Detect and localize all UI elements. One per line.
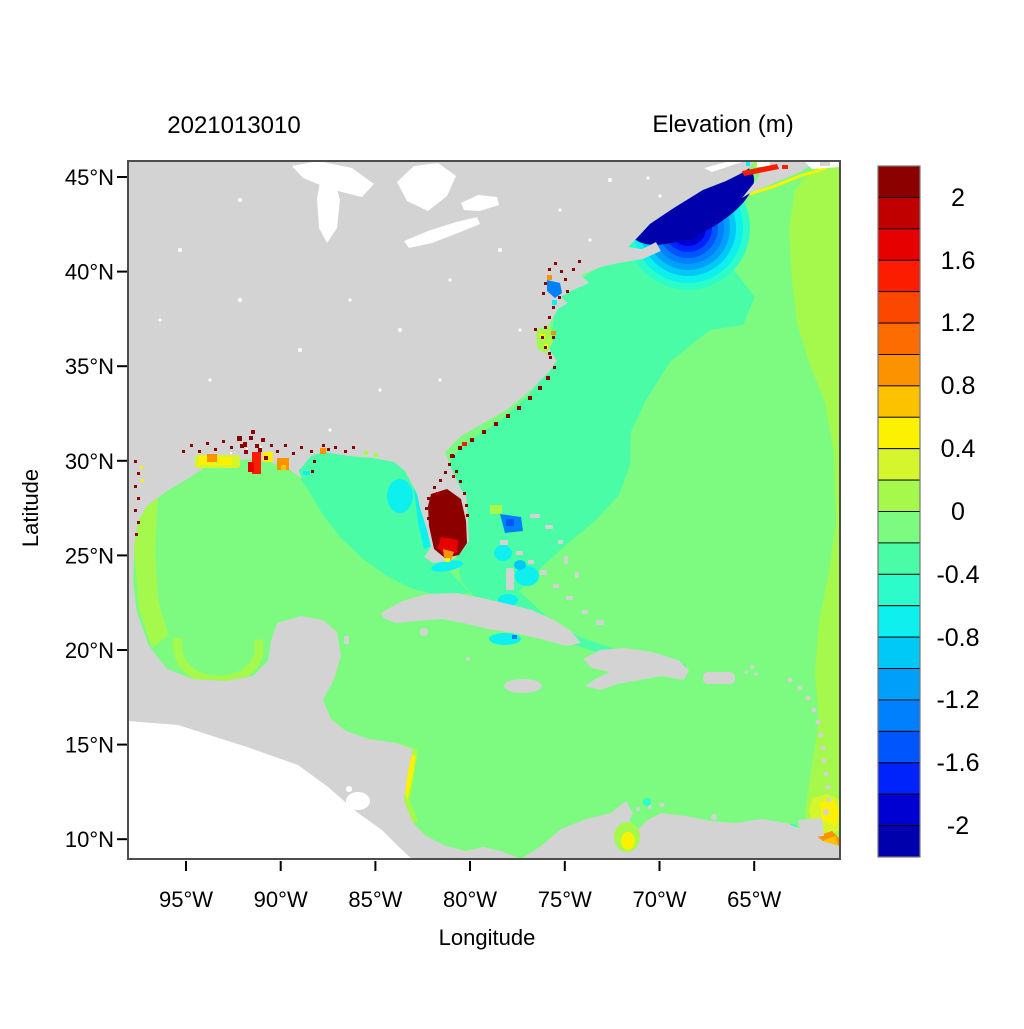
cozumel bbox=[344, 636, 349, 644]
x-axis: 95°W 90°W 85°W 80°W 75°W 70°W 65°W Longi… bbox=[159, 861, 781, 950]
y-tick-label: 20°N bbox=[65, 638, 114, 663]
colorbar-label: -1.2 bbox=[936, 686, 979, 714]
cayman bbox=[466, 657, 470, 661]
colorbar-segment bbox=[877, 762, 921, 795]
cuba bbox=[381, 593, 581, 646]
colorbar-segment bbox=[877, 385, 921, 418]
colorbar-segment bbox=[877, 730, 921, 764]
colorbar-label: 2 bbox=[951, 184, 965, 212]
abc-islands bbox=[636, 802, 717, 820]
tobago bbox=[823, 809, 829, 815]
lake-maracaibo bbox=[614, 798, 651, 852]
y-tick-label: 45°N bbox=[65, 165, 114, 190]
colorbar-segment bbox=[877, 165, 921, 198]
colorbar-label: 1.2 bbox=[941, 309, 976, 337]
colorbar-segment bbox=[877, 636, 921, 670]
x-tick-label: 70°W bbox=[632, 887, 686, 912]
x-tick-label: 80°W bbox=[443, 887, 497, 912]
colorbar-segment bbox=[877, 416, 921, 450]
colorbar-label: 1.6 bbox=[941, 247, 976, 275]
southeast-coast-speckles bbox=[450, 296, 561, 458]
bahamas-water-patches bbox=[490, 505, 539, 606]
colorbar-label: -0.4 bbox=[936, 561, 979, 589]
colorbar-label: 0.4 bbox=[941, 435, 976, 463]
jamaica bbox=[504, 679, 542, 693]
colorbar-segment bbox=[877, 448, 921, 481]
y-axis: 45°N 40°N 35°N 30°N 25°N 20°N 15°N 10°N … bbox=[18, 165, 127, 852]
y-tick-label: 30°N bbox=[65, 449, 114, 474]
east-boundary-band bbox=[789, 164, 840, 856]
islands bbox=[344, 514, 832, 838]
west-gulf-fringe bbox=[134, 487, 168, 648]
colorbar-outline bbox=[877, 165, 921, 858]
plot-frame bbox=[127, 160, 841, 860]
lake-nicaragua bbox=[346, 792, 370, 810]
colorbar-segment bbox=[877, 542, 921, 575]
colorbar-segment bbox=[877, 354, 921, 387]
coastal-features bbox=[134, 162, 788, 852]
colorbar-segment bbox=[877, 322, 921, 355]
mexico-coast-speckles bbox=[134, 460, 144, 536]
colorbar-segments bbox=[877, 165, 921, 858]
timestamp-title: 2021013010 bbox=[167, 112, 300, 139]
east-gulf-band bbox=[285, 450, 470, 596]
plot-titles: 2021013010 Elevation (m) bbox=[167, 111, 793, 139]
bahamas-islands bbox=[500, 514, 604, 625]
y-tick-label: 25°N bbox=[65, 543, 114, 568]
louisiana-marsh-speckles bbox=[182, 430, 378, 474]
nova-scotia-shore-line bbox=[749, 166, 827, 196]
x-tick-label: 95°W bbox=[159, 887, 213, 912]
map-plot-area bbox=[127, 160, 841, 860]
colorbar-segment bbox=[877, 793, 921, 827]
colorbar-label: -1.6 bbox=[936, 749, 979, 777]
pacific-ocean-mask bbox=[128, 721, 412, 859]
colorbar-segment bbox=[877, 479, 921, 512]
y-tick-label: 40°N bbox=[65, 260, 114, 285]
y-tick-label: 15°N bbox=[65, 733, 114, 758]
x-tick-label: 75°W bbox=[538, 887, 592, 912]
x-tick-label: 65°W bbox=[727, 887, 781, 912]
puerto-rico bbox=[703, 672, 735, 684]
colorbar-label: -2 bbox=[947, 812, 969, 840]
atlantic-coastal-band bbox=[447, 246, 755, 666]
colorbar-segment bbox=[877, 825, 921, 858]
small-inland-lakes bbox=[158, 176, 662, 432]
campeche-ring bbox=[173, 637, 264, 685]
colorbar-label: 0 bbox=[951, 498, 965, 526]
colorbar-segment bbox=[877, 259, 921, 293]
colorbar-segment bbox=[877, 291, 921, 324]
colorbar-label: -0.8 bbox=[936, 624, 979, 652]
x-tick-label: 85°W bbox=[348, 887, 402, 912]
great-lakes bbox=[158, 161, 840, 810]
colorbar-label: 0.8 bbox=[941, 372, 976, 400]
colorbar-segment bbox=[877, 605, 921, 638]
y-tick-label: 35°N bbox=[65, 354, 114, 379]
nc-orange-dot bbox=[551, 331, 556, 335]
colorbar: 2 1.6 1.2 0.8 0.4 0 -0.4 -0.8 -1.2 -1.6 … bbox=[877, 165, 980, 858]
lesser-antilles bbox=[744, 664, 832, 803]
south-florida-blob bbox=[425, 455, 469, 562]
x-tick-label: 90°W bbox=[254, 887, 308, 912]
colorbar-segment bbox=[877, 668, 921, 701]
ga-red-dot bbox=[462, 442, 467, 446]
isla-juventud bbox=[420, 628, 428, 636]
florida-cuba-cyan bbox=[292, 466, 686, 672]
elevation-title: Elevation (m) bbox=[652, 111, 793, 138]
x-axis-title: Longitude bbox=[439, 925, 536, 950]
colorbar-segment bbox=[877, 573, 921, 607]
y-axis-title: Latitude bbox=[18, 469, 43, 547]
minas-basin-streak bbox=[742, 162, 788, 176]
y-tick-label: 10°N bbox=[65, 827, 114, 852]
colorbar-segment bbox=[877, 511, 921, 544]
hispaniola bbox=[583, 648, 689, 690]
colorbar-segment bbox=[877, 196, 921, 230]
trinidad bbox=[798, 818, 824, 838]
chesapeake-bay-patch bbox=[542, 260, 581, 305]
colorbar-segment bbox=[877, 699, 921, 732]
colorbar-segment bbox=[877, 228, 921, 261]
gulf-of-maine-core bbox=[629, 163, 755, 245]
